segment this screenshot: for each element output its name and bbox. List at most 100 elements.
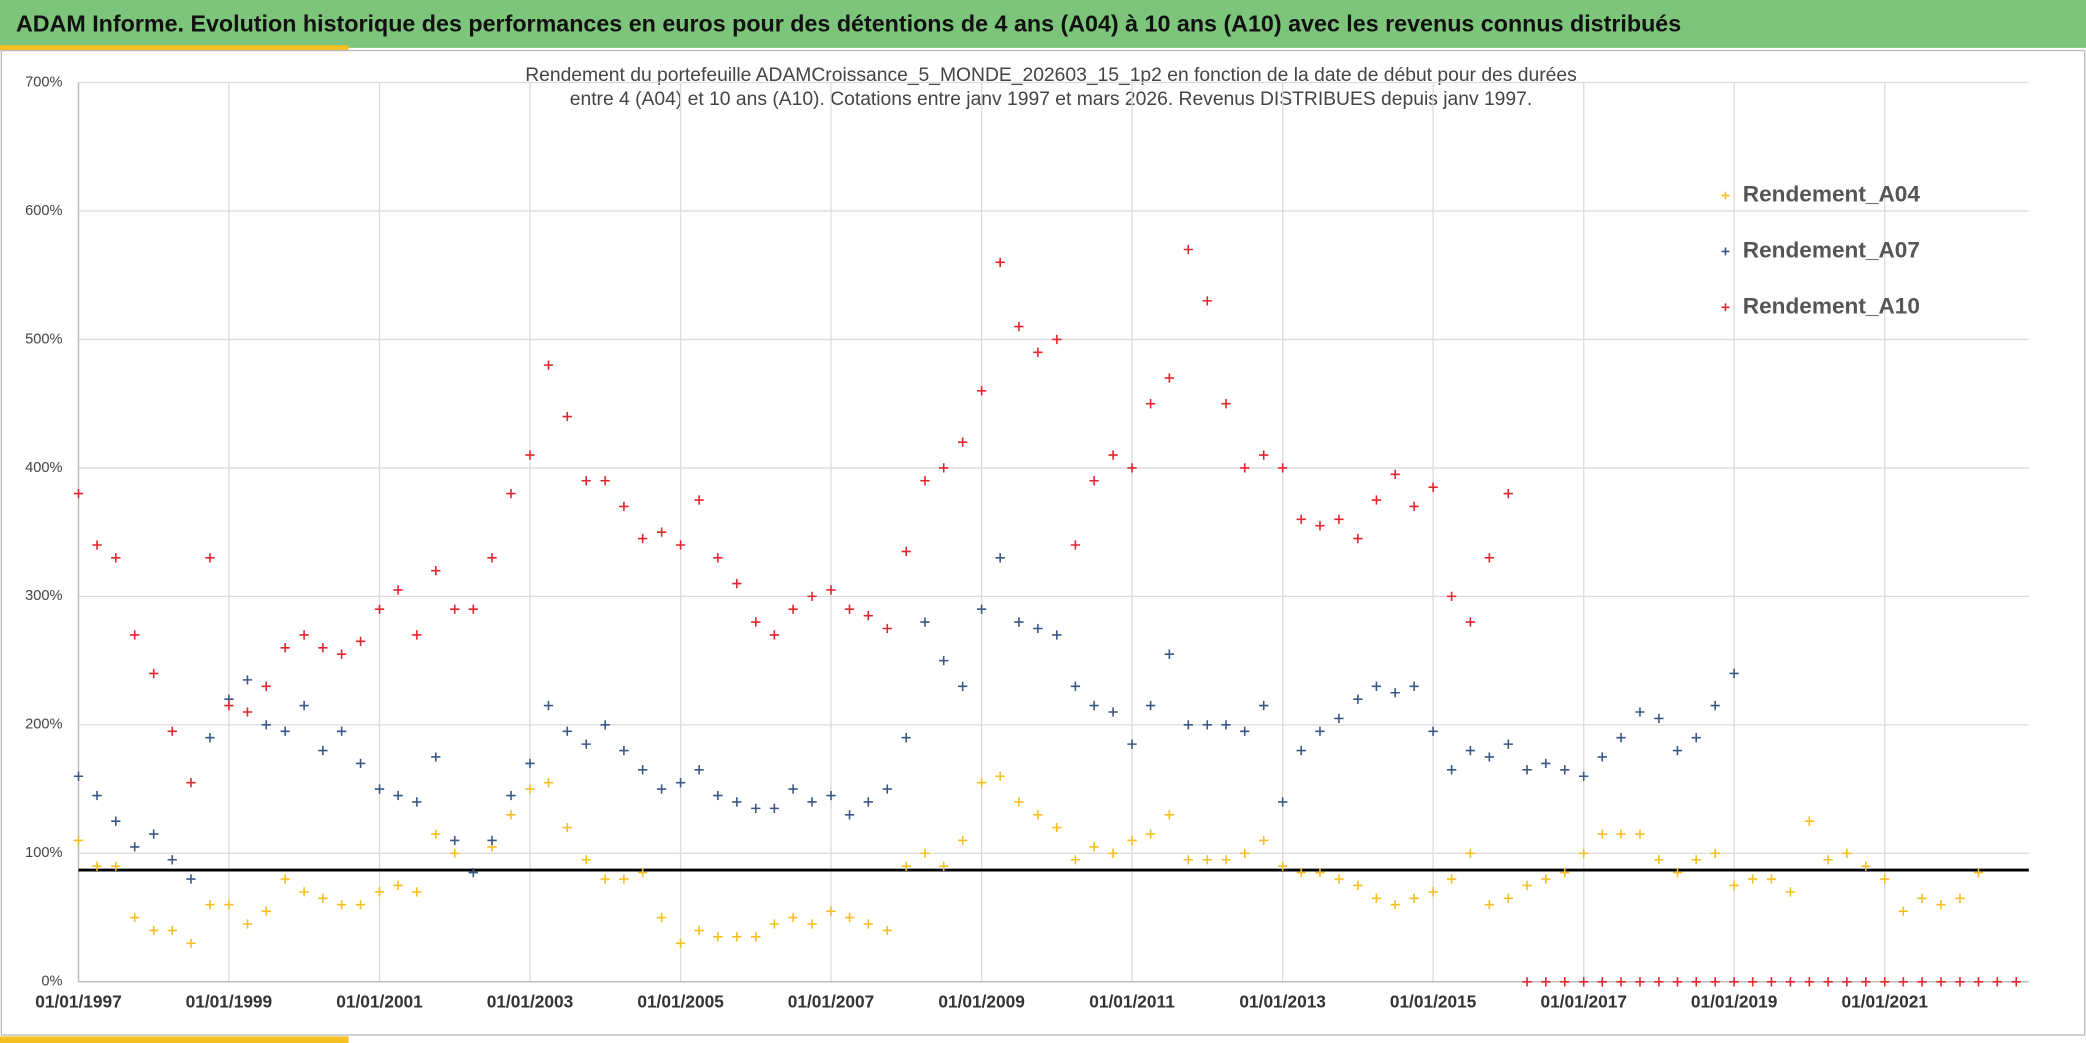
data-point bbox=[788, 784, 798, 794]
data-point bbox=[543, 778, 554, 788]
data-point bbox=[1710, 848, 1720, 858]
data-point bbox=[1127, 739, 1137, 749]
data-point bbox=[863, 610, 873, 621]
data-point bbox=[374, 784, 385, 794]
data-point bbox=[431, 566, 441, 576]
data-point bbox=[600, 874, 610, 884]
data-point bbox=[619, 745, 629, 756]
y-tick-label: 400% bbox=[25, 460, 62, 476]
data-point bbox=[713, 932, 723, 942]
data-point bbox=[111, 861, 121, 871]
data-point bbox=[1691, 977, 1701, 987]
data-point bbox=[1409, 501, 1419, 512]
data-point bbox=[1823, 855, 1833, 865]
data-point bbox=[1127, 835, 1137, 846]
data-point bbox=[261, 681, 271, 691]
data-point bbox=[299, 887, 309, 897]
data-point bbox=[694, 925, 704, 936]
data-point bbox=[1446, 591, 1457, 602]
data-point bbox=[468, 867, 478, 878]
data-point bbox=[1729, 977, 1739, 987]
data-point bbox=[205, 553, 215, 563]
data-point bbox=[318, 893, 328, 903]
data-point bbox=[1145, 399, 1156, 409]
data-point bbox=[1766, 977, 1777, 987]
data-point bbox=[1240, 848, 1250, 858]
accent-bottom bbox=[0, 1036, 349, 1043]
data-point bbox=[1541, 874, 1551, 884]
data-point bbox=[412, 630, 422, 640]
data-point bbox=[1898, 906, 1908, 916]
data-point bbox=[1766, 874, 1777, 884]
data-point bbox=[1409, 681, 1419, 691]
data-point bbox=[1691, 855, 1701, 865]
data-point bbox=[1353, 533, 1363, 544]
data-point bbox=[525, 450, 535, 460]
data-point bbox=[1033, 347, 1043, 357]
x-tick-label: 01/01/2019 bbox=[1691, 992, 1778, 1012]
data-point bbox=[167, 925, 177, 936]
data-point bbox=[1089, 476, 1099, 486]
data-point bbox=[1371, 893, 1382, 903]
data-point bbox=[450, 848, 460, 858]
data-point bbox=[863, 797, 873, 807]
data-point bbox=[732, 932, 742, 942]
data-point bbox=[1748, 874, 1758, 884]
data-point bbox=[976, 604, 987, 614]
data-point bbox=[581, 739, 591, 749]
data-point bbox=[1654, 713, 1664, 724]
data-point bbox=[769, 919, 779, 929]
data-point bbox=[1597, 752, 1607, 762]
data-point bbox=[543, 700, 554, 711]
data-point bbox=[280, 874, 290, 884]
data-point bbox=[318, 643, 328, 653]
data-point bbox=[167, 855, 177, 865]
data-point bbox=[280, 726, 290, 736]
data-point bbox=[1973, 977, 1984, 987]
data-point bbox=[1108, 707, 1118, 717]
data-point bbox=[111, 553, 121, 563]
data-point bbox=[487, 835, 497, 846]
data-point bbox=[374, 887, 385, 897]
data-point bbox=[1014, 617, 1024, 627]
data-point bbox=[1635, 707, 1645, 717]
data-point bbox=[1070, 681, 1081, 691]
data-point bbox=[1955, 977, 1965, 987]
data-point bbox=[1428, 482, 1438, 492]
data-point bbox=[1164, 373, 1174, 383]
data-point bbox=[1089, 842, 1099, 852]
data-point bbox=[336, 649, 347, 659]
data-point bbox=[863, 919, 873, 929]
data-point bbox=[1710, 700, 1720, 711]
data-point bbox=[111, 816, 121, 826]
legend-marker bbox=[1721, 247, 1730, 256]
data-point bbox=[1541, 977, 1551, 987]
data-point bbox=[656, 784, 667, 794]
data-point bbox=[1635, 977, 1645, 987]
data-point bbox=[149, 925, 159, 936]
data-point bbox=[1579, 771, 1589, 781]
data-point bbox=[976, 386, 987, 396]
data-point bbox=[1183, 244, 1193, 255]
data-point bbox=[412, 887, 422, 897]
data-point bbox=[1560, 867, 1570, 878]
data-point bbox=[581, 855, 591, 865]
data-point bbox=[1842, 977, 1852, 987]
data-point bbox=[1221, 399, 1231, 409]
data-point bbox=[242, 675, 253, 685]
data-point bbox=[1804, 816, 1815, 826]
data-point bbox=[1428, 726, 1438, 736]
data-point bbox=[995, 257, 1005, 268]
data-point bbox=[713, 790, 723, 801]
data-point bbox=[844, 604, 855, 614]
data-point bbox=[1108, 848, 1118, 858]
data-point bbox=[1145, 829, 1156, 839]
data-point bbox=[336, 726, 347, 736]
data-point bbox=[995, 553, 1005, 563]
data-point bbox=[1484, 553, 1495, 563]
data-point bbox=[713, 553, 723, 563]
data-point bbox=[1898, 977, 1908, 987]
data-point bbox=[318, 745, 328, 756]
